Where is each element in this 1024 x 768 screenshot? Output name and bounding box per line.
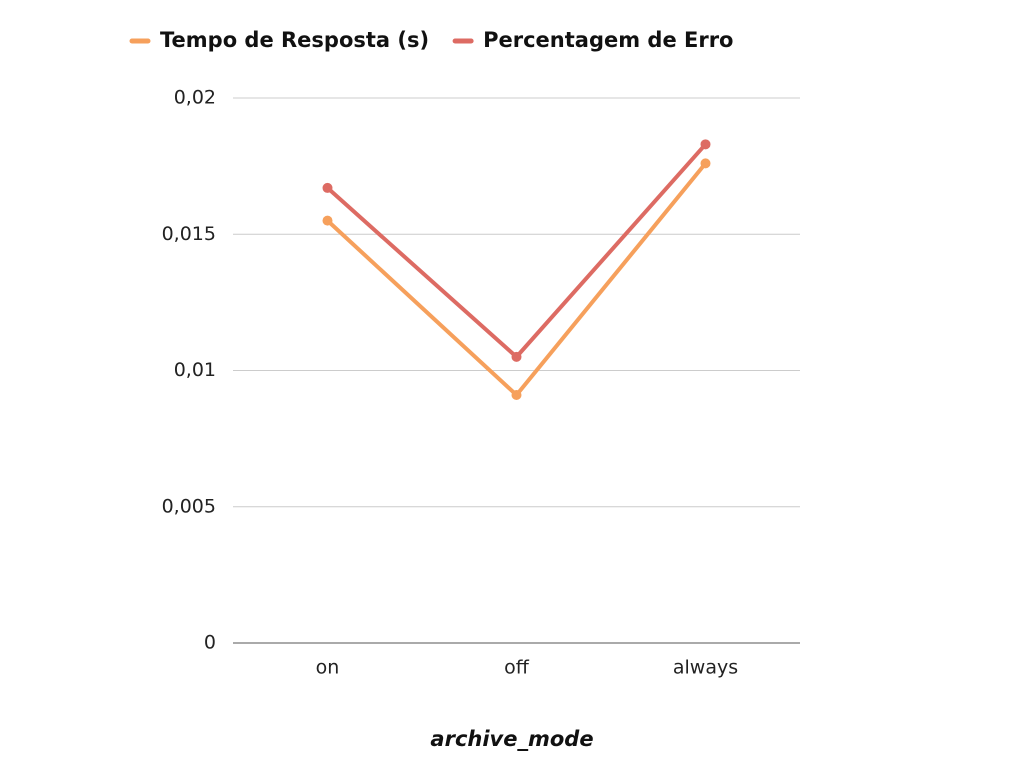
legend-label: Percentagem de Erro <box>483 28 733 52</box>
x-axis-title: archive_mode <box>430 727 593 751</box>
data-point <box>700 139 711 150</box>
legend-label: Tempo de Resposta (s) <box>160 28 429 52</box>
y-tick-label: 0,01 <box>174 359 216 381</box>
series-line <box>326 142 707 359</box>
y-tick-label: 0,02 <box>174 87 216 109</box>
data-point <box>322 215 333 226</box>
data-point <box>322 182 333 193</box>
x-tick-label: off <box>504 657 530 679</box>
x-tick-label: on <box>316 657 340 679</box>
y-tick-label: 0 <box>204 632 216 654</box>
data-point <box>700 158 711 169</box>
x-tick-label: always <box>673 657 738 679</box>
data-point <box>511 390 522 401</box>
y-tick-label: 0,015 <box>162 223 216 245</box>
y-tick-label: 0,005 <box>162 495 216 517</box>
data-point <box>511 351 522 362</box>
